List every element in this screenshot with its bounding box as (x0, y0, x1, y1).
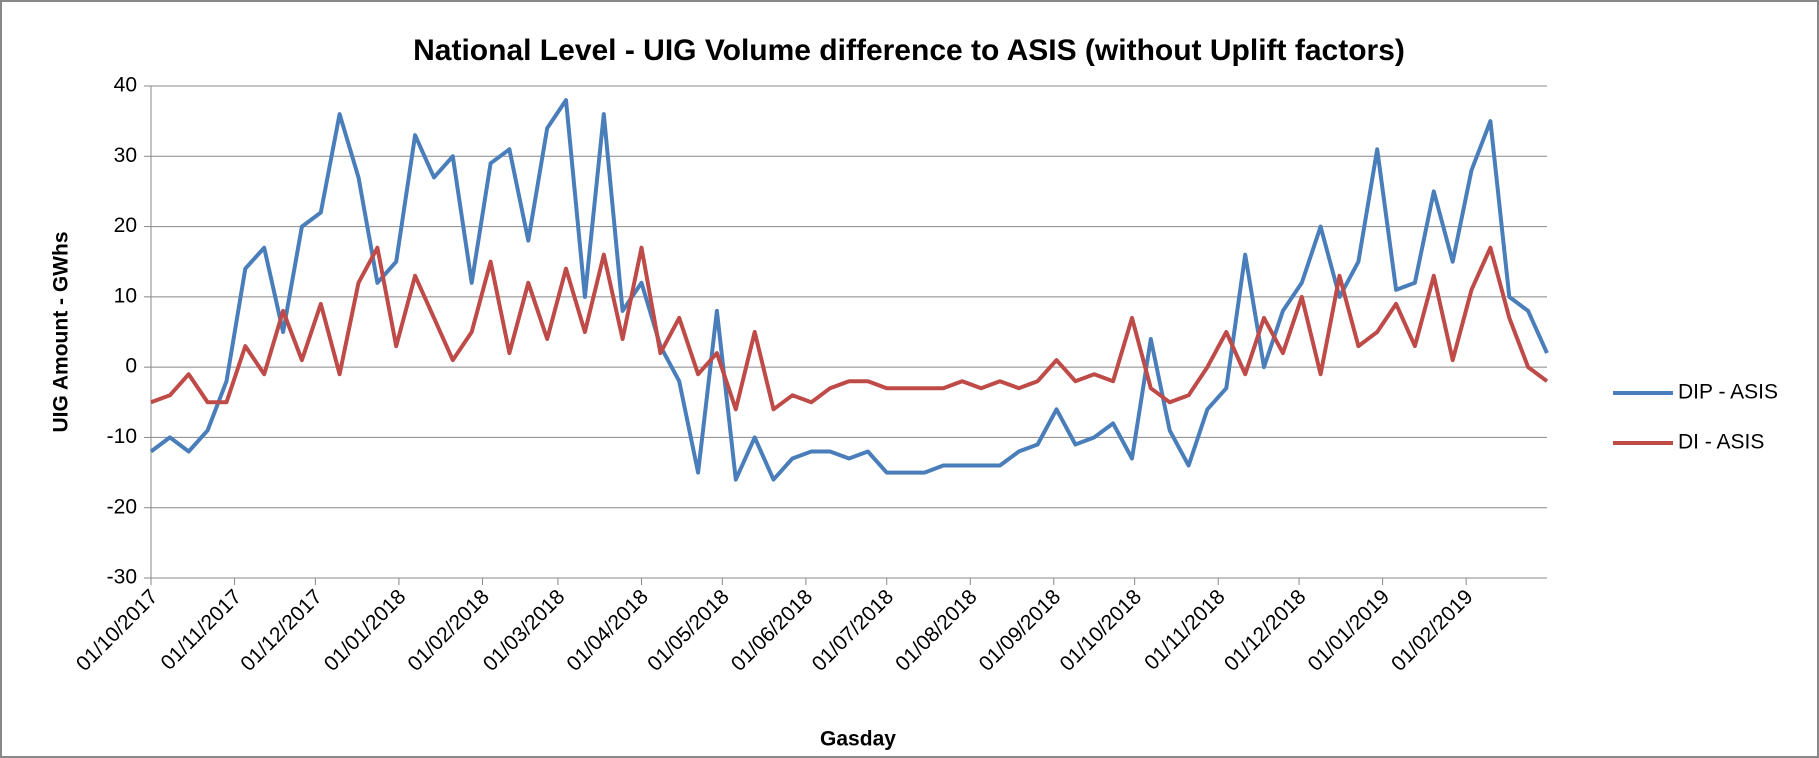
series-line (150, 245, 1549, 412)
y-tick-label: 40 (114, 74, 137, 97)
y-tick-label: -10 (107, 425, 137, 448)
y-tick-label: -30 (107, 566, 137, 589)
y-tick-label: 20 (114, 214, 137, 237)
legend-label: DI - ASIS (1678, 431, 1764, 454)
y-tick-label: -20 (107, 495, 137, 518)
y-axis-label: UIG Amount - GWhs (50, 231, 73, 432)
x-axis-label: Gasday (820, 728, 896, 751)
y-tick-label: 0 (125, 355, 137, 378)
y-tick-label: 30 (114, 144, 137, 167)
legend-label: DIP - ASIS (1678, 381, 1778, 404)
y-tick-label: 10 (114, 284, 137, 307)
chart-title: National Level - UIG Volume difference t… (413, 34, 1405, 67)
